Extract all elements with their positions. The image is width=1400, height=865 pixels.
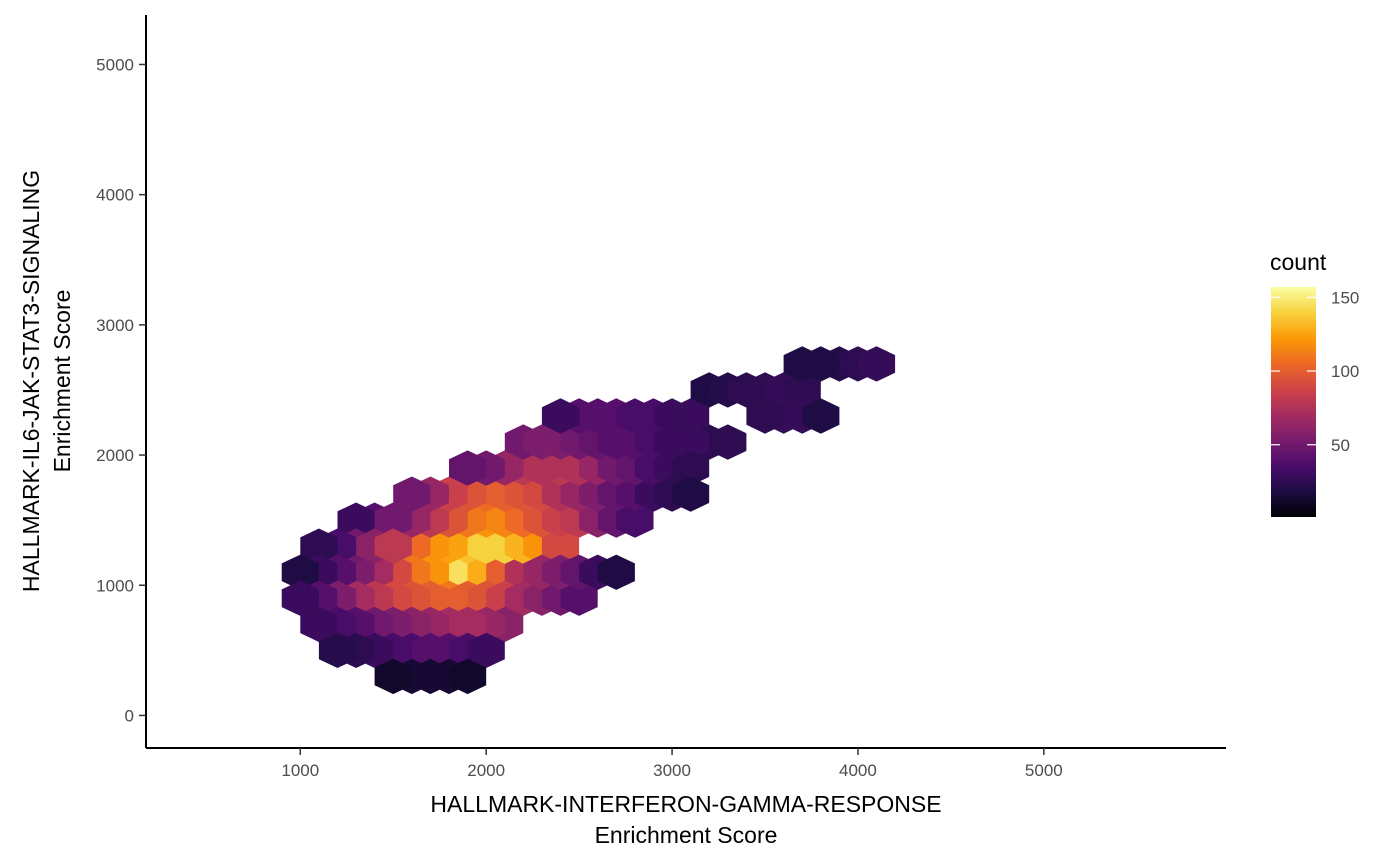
y-tick-label: 0	[125, 706, 134, 725]
hexbin-layer	[281, 346, 896, 695]
hex-bin	[393, 476, 431, 512]
legend-tick-label: 150	[1331, 288, 1359, 307]
hex-bin	[746, 398, 784, 434]
legend-colorbar	[1271, 287, 1316, 517]
hex-bin	[560, 580, 598, 616]
hex-bin	[281, 580, 319, 616]
hex-bin	[374, 658, 412, 695]
hex-bin	[318, 632, 357, 668]
hex-bin	[672, 398, 710, 434]
legend-tick-label: 100	[1331, 362, 1359, 381]
x-tick-label: 2000	[467, 761, 505, 780]
x-tick-label: 5000	[1025, 761, 1063, 780]
hex-bin	[449, 658, 487, 695]
hex-bin	[672, 476, 710, 512]
hex-bin	[300, 606, 338, 642]
x-axis-title-line-1: HALLMARK-INTERFERON-GAMMA-RESPONSE	[430, 791, 941, 817]
hex-bin	[709, 424, 747, 460]
hex-bin	[281, 554, 319, 590]
hex-bin	[597, 554, 635, 590]
x-axis-title-line-2: Enrichment Score	[595, 822, 778, 848]
hex-bin	[802, 398, 840, 434]
hex-bin	[857, 346, 896, 382]
y-tick-label: 1000	[96, 576, 134, 595]
y-tick-label: 4000	[96, 186, 134, 205]
color-legend: count 50 100 150	[1270, 249, 1359, 517]
hex-bin	[374, 502, 412, 538]
hex-bin	[783, 372, 821, 408]
x-tick-label: 3000	[653, 761, 691, 780]
y-axis-title-line-1: HALLMARK-IL6-JAK-STAT3-SIGNALING	[18, 170, 44, 592]
hex-bin	[449, 450, 487, 486]
legend-ticks: 50 100 150	[1271, 288, 1359, 455]
x-tick-label: 4000	[839, 761, 877, 780]
legend-title: count	[1270, 249, 1327, 275]
hex-bin	[523, 450, 561, 486]
hex-bin	[374, 528, 412, 564]
hex-bin	[783, 346, 821, 382]
hex-bin	[653, 424, 691, 460]
y-tick-label: 3000	[96, 316, 134, 335]
y-axis-title-line-2: Enrichment Score	[49, 290, 75, 473]
hex-bin	[616, 502, 654, 538]
y-tick-label: 5000	[96, 55, 134, 74]
y-tick-label: 2000	[96, 446, 134, 465]
hex-bin	[300, 528, 338, 564]
x-tick-label: 1000	[281, 761, 319, 780]
hex-bin	[541, 398, 580, 434]
hex-bin	[337, 502, 375, 538]
x-axis-ticks: 1000 2000 3000 4000 5000	[281, 748, 1063, 780]
legend-tick-label: 50	[1331, 436, 1350, 455]
hex-bin	[541, 528, 580, 564]
y-axis-ticks: 0 1000 2000 3000 4000 5000	[96, 55, 146, 725]
hex-bin	[467, 632, 505, 668]
hex-bin	[672, 450, 710, 486]
